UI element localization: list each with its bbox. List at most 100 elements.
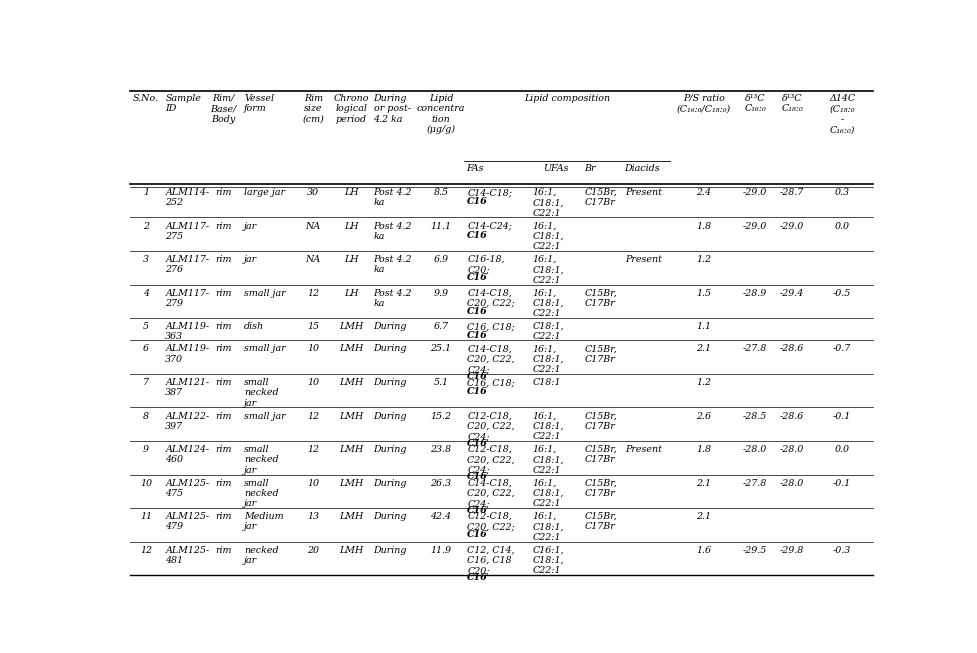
- Text: 0.0: 0.0: [834, 445, 850, 454]
- Text: LMH: LMH: [339, 322, 363, 331]
- Text: ALM125-
479: ALM125- 479: [165, 512, 209, 532]
- Text: 25.1: 25.1: [431, 344, 451, 353]
- Text: Post 4.2
ka: Post 4.2 ka: [373, 221, 412, 241]
- Text: C16: C16: [467, 273, 488, 282]
- Text: rim: rim: [215, 512, 232, 521]
- Text: C16: C16: [467, 530, 488, 539]
- Text: rim: rim: [215, 546, 232, 554]
- Text: -29.8: -29.8: [780, 546, 804, 554]
- Text: C16: C16: [467, 472, 488, 481]
- Text: C12-C18,
C20, C22,
C24;: C12-C18, C20, C22, C24;: [467, 445, 515, 475]
- Text: C12, C14,
C16, C18
C20;: C12, C14, C16, C18 C20;: [467, 546, 515, 575]
- Text: 11.1: 11.1: [431, 221, 451, 231]
- Text: ALM114-
252: ALM114- 252: [165, 188, 209, 208]
- Text: C16: C16: [467, 307, 488, 316]
- Text: -28.9: -28.9: [743, 289, 767, 298]
- Text: 26.3: 26.3: [431, 479, 451, 488]
- Text: 23.8: 23.8: [431, 445, 451, 454]
- Text: ALM117-
275: ALM117- 275: [165, 221, 209, 241]
- Text: Present: Present: [625, 188, 661, 197]
- Text: rim: rim: [215, 188, 232, 197]
- Text: C15Br,
C17Br: C15Br, C17Br: [585, 188, 617, 208]
- Text: C15Br,
C17Br: C15Br, C17Br: [585, 411, 617, 431]
- Text: 1.6: 1.6: [697, 546, 711, 554]
- Text: During: During: [373, 546, 407, 554]
- Text: C16, C18;: C16, C18;: [467, 322, 515, 331]
- Text: 6.7: 6.7: [434, 322, 448, 331]
- Text: -27.8: -27.8: [743, 344, 767, 353]
- Text: 16:1,
C18:1,
C22:1: 16:1, C18:1, C22:1: [532, 411, 564, 441]
- Text: rim: rim: [215, 344, 232, 353]
- Text: Vessel
form: Vessel form: [244, 94, 274, 114]
- Text: Diacids: Diacids: [624, 164, 659, 173]
- Text: jar: jar: [244, 221, 257, 231]
- Text: large jar: large jar: [244, 188, 285, 197]
- Text: small jar: small jar: [244, 289, 285, 298]
- Text: 2.4: 2.4: [697, 188, 711, 197]
- Text: During: During: [373, 512, 407, 521]
- Text: -29.0: -29.0: [743, 188, 767, 197]
- Text: C16, C18;: C16, C18;: [467, 378, 515, 387]
- Text: small
necked
jar: small necked jar: [244, 445, 278, 475]
- Text: 2.1: 2.1: [697, 512, 711, 521]
- Text: -27.8: -27.8: [743, 479, 767, 488]
- Text: 5: 5: [143, 322, 149, 331]
- Text: 15.2: 15.2: [431, 411, 451, 421]
- Text: -28.6: -28.6: [780, 344, 804, 353]
- Text: rim: rim: [215, 255, 232, 264]
- Text: C16: C16: [467, 439, 488, 448]
- Text: During: During: [373, 322, 407, 331]
- Text: small
necked
jar: small necked jar: [244, 378, 278, 407]
- Text: 15: 15: [308, 322, 319, 331]
- Text: Rim
size
(cm): Rim size (cm): [302, 94, 324, 124]
- Text: C16: C16: [467, 197, 488, 206]
- Text: During: During: [373, 378, 407, 387]
- Text: 7: 7: [143, 378, 149, 387]
- Text: LMH: LMH: [339, 411, 363, 421]
- Text: Medium
jar: Medium jar: [244, 512, 283, 532]
- Text: C15Br,
C17Br: C15Br, C17Br: [585, 512, 617, 532]
- Text: LH: LH: [344, 221, 359, 231]
- Text: C12-C18,
C20, C22,
C24;: C12-C18, C20, C22, C24;: [467, 411, 515, 441]
- Text: 16:1,
C18:1,
C22:1: 16:1, C18:1, C22:1: [532, 479, 564, 509]
- Text: LMH: LMH: [339, 445, 363, 454]
- Text: 1.8: 1.8: [697, 221, 711, 231]
- Text: C14-C18;: C14-C18;: [467, 188, 512, 197]
- Text: Lipid composition: Lipid composition: [525, 94, 611, 103]
- Text: -0.7: -0.7: [833, 344, 851, 353]
- Text: C18:1: C18:1: [532, 378, 561, 387]
- Text: 16:1,
C18:1,
C22:1: 16:1, C18:1, C22:1: [532, 344, 564, 374]
- Text: LH: LH: [344, 188, 359, 197]
- Text: LMH: LMH: [339, 378, 363, 387]
- Text: Chrono
logical
period: Chrono logical period: [333, 94, 369, 124]
- Text: S.No.: S.No.: [133, 94, 159, 103]
- Text: -0.1: -0.1: [833, 479, 851, 488]
- Text: NA: NA: [306, 221, 320, 231]
- Text: 2.6: 2.6: [697, 411, 711, 421]
- Text: rim: rim: [215, 445, 232, 454]
- Text: 16:1,
C18:1,
C22:1: 16:1, C18:1, C22:1: [532, 255, 564, 285]
- Text: 16:1,
C18:1,
C22:1: 16:1, C18:1, C22:1: [532, 221, 564, 251]
- Text: 10: 10: [308, 344, 319, 353]
- Text: rim: rim: [215, 289, 232, 298]
- Text: -28.5: -28.5: [743, 411, 767, 421]
- Text: 42.4: 42.4: [431, 512, 451, 521]
- Text: C14-C24;: C14-C24;: [467, 221, 512, 231]
- Text: 12: 12: [140, 546, 152, 554]
- Text: C15Br,
C17Br: C15Br, C17Br: [585, 479, 617, 498]
- Text: 2.1: 2.1: [697, 344, 711, 353]
- Text: -28.0: -28.0: [743, 445, 767, 454]
- Text: P/S ratio
(C₁₆:₀/C₁₈:₀): P/S ratio (C₁₆:₀/C₁₈:₀): [676, 94, 731, 114]
- Text: LH: LH: [344, 255, 359, 264]
- Text: C14-C18,
C20, C22,
C24;: C14-C18, C20, C22, C24;: [467, 344, 515, 374]
- Text: small
necked
jar: small necked jar: [244, 479, 278, 509]
- Text: 1.2: 1.2: [697, 378, 711, 387]
- Text: 12: 12: [308, 289, 319, 298]
- Text: rim: rim: [215, 322, 232, 331]
- Text: 1.2: 1.2: [697, 255, 711, 264]
- Text: 2.1: 2.1: [697, 479, 711, 488]
- Text: During
or post-
4.2 ka: During or post- 4.2 ka: [373, 94, 410, 124]
- Text: small jar: small jar: [244, 411, 285, 421]
- Text: Lipid
concentra
tion
(μg/g): Lipid concentra tion (μg/g): [417, 94, 465, 135]
- Text: 8.5: 8.5: [434, 188, 448, 197]
